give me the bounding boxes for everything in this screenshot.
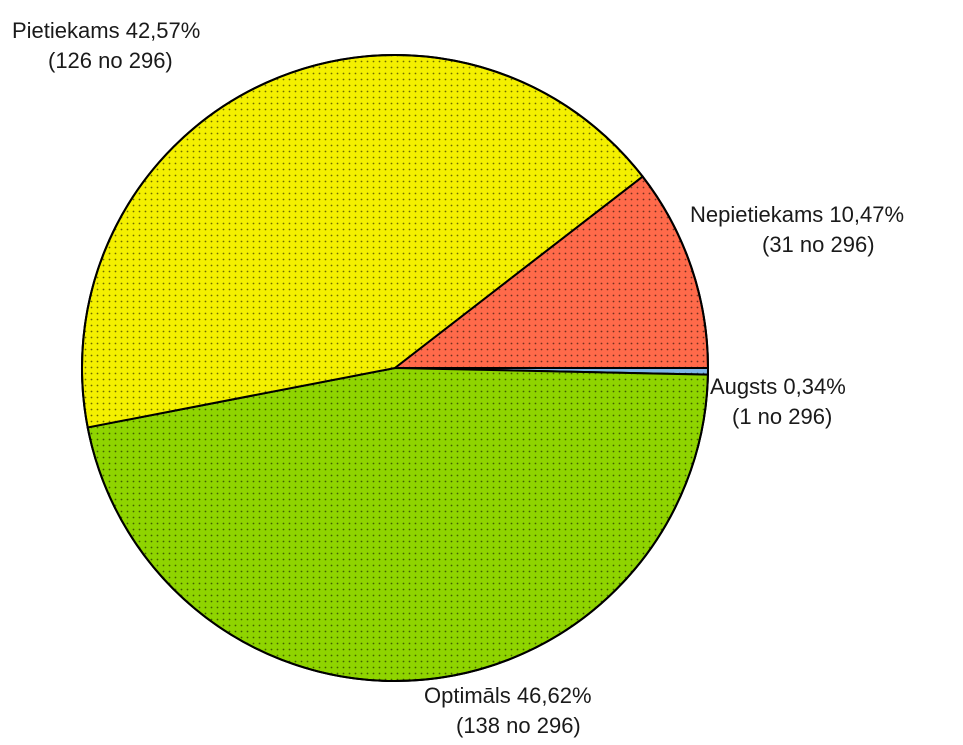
pie-outline [81,54,709,682]
pie-slices [81,54,710,682]
slice-label-augsts: Augsts 0,34% [710,374,846,399]
slice-count-optim-ls: (138 no 296) [456,713,581,738]
slice-count-augsts: (1 no 296) [732,404,832,429]
slice-count-nepietiekams: (31 no 296) [762,232,875,257]
pie-labels: Augsts 0,34% (1 no 296) Optimāls 46,62% (13… [12,18,904,738]
slice-texture-nepietiekams [395,176,708,368]
slice-label-pietiekams: Pietiekams 42,57% [12,18,200,43]
slice-label-optim-ls: Optimāls 46,62% [424,683,592,708]
slice-texture-pietiekams [81,54,643,428]
slice-count-pietiekams: (126 no 296) [48,48,173,73]
slice-texture-optim-ls [87,368,708,681]
slice-label-nepietiekams: Nepietiekams 10,47% [690,202,904,227]
